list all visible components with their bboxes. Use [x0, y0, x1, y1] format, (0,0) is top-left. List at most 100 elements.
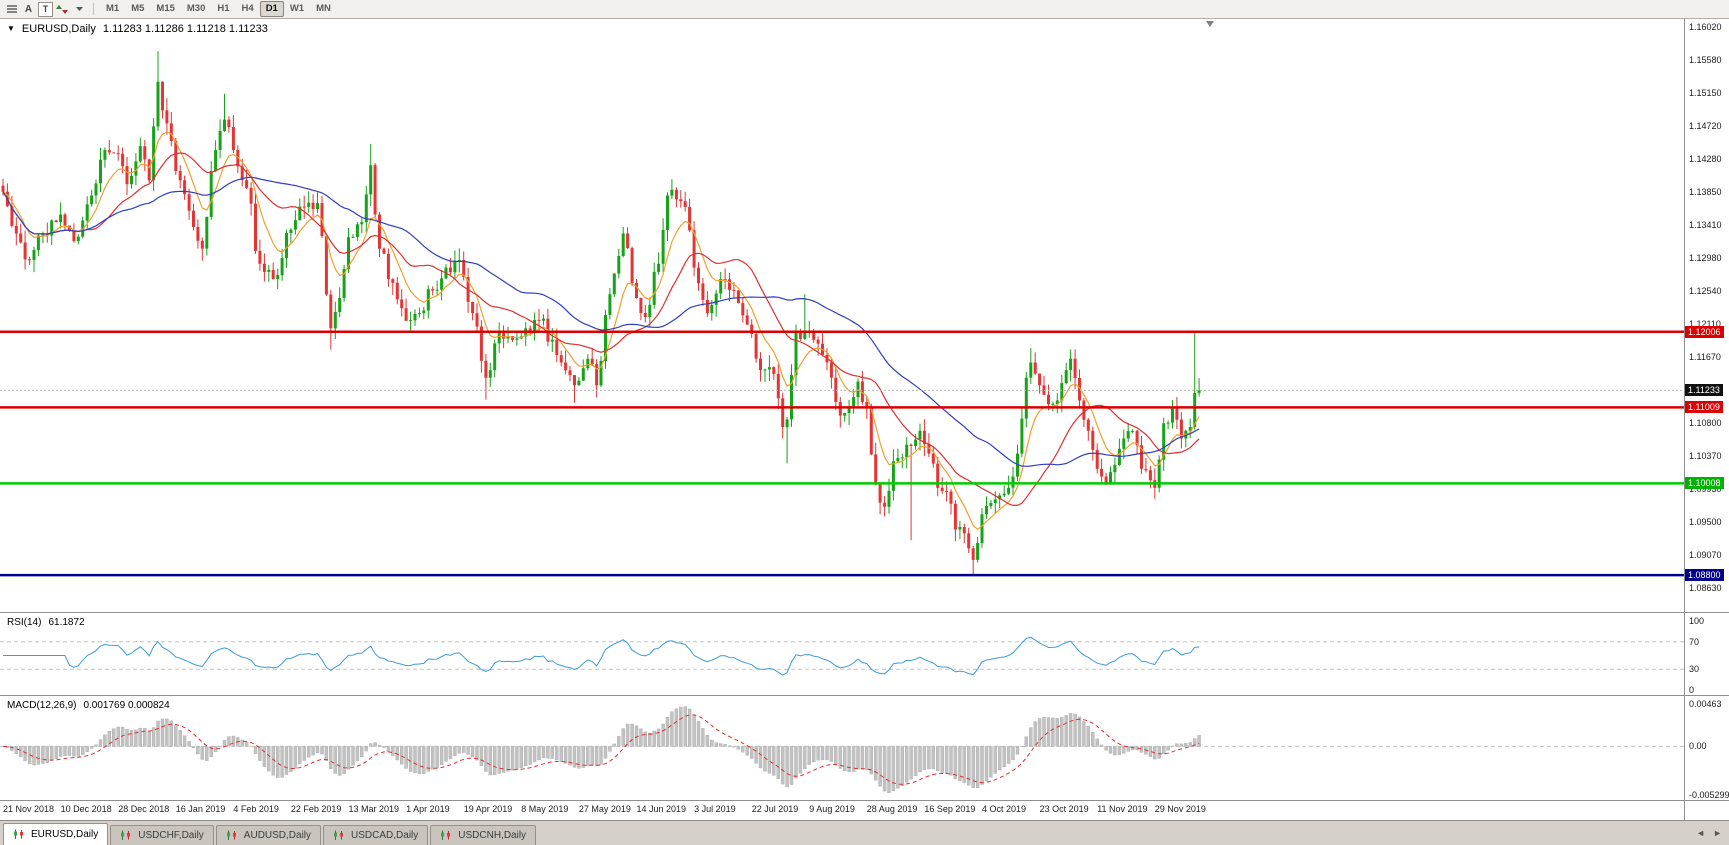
chart-icon — [333, 830, 346, 841]
panel-separator[interactable] — [0, 612, 1729, 613]
timeframe-w1[interactable]: W1 — [284, 1, 310, 17]
chart-icon — [440, 830, 453, 841]
rsi-label: RSI(14) 61.1872 — [7, 617, 85, 628]
price-axis-label: 1.11670 — [1689, 352, 1721, 362]
rsi-axis-label: 0 — [1689, 685, 1694, 695]
date-label: 4 Feb 2019 — [233, 804, 279, 814]
chart-ohlc-values: 1.11283 1.11286 1.11218 1.11233 — [103, 23, 268, 35]
date-label: 11 Nov 2019 — [1097, 804, 1147, 814]
date-label: 13 Mar 2019 — [349, 804, 400, 814]
date-label: 1 Apr 2019 — [406, 804, 450, 814]
price-axis-label: 1.14720 — [1689, 121, 1722, 131]
price-axis[interactable]: 1.16020 1.15580 1.15150 1.14720 1.14280 1.138… — [1684, 18, 1729, 820]
rsi-panel[interactable] — [0, 613, 1684, 695]
symbol-dropdown-icon[interactable]: ▼ — [7, 25, 15, 33]
rsi-axis-label: 30 — [1689, 664, 1699, 674]
date-label: 16 Jan 2019 — [176, 804, 226, 814]
date-label: 29 Nov 2019 — [1155, 804, 1206, 814]
macd-axis-label: 0.00463 — [1689, 699, 1722, 709]
window-list-icon[interactable] — [4, 2, 19, 16]
date-label: 22 Feb 2019 — [291, 804, 342, 814]
date-label: 19 Apr 2019 — [464, 804, 513, 814]
toolbar-separator — [93, 3, 94, 15]
rsi-axis-label: 100 — [1689, 616, 1704, 626]
tab-label: USDCAD,Daily — [351, 830, 418, 841]
date-label: 27 May 2019 — [579, 804, 631, 814]
tab-usdcad[interactable]: USDCAD,Daily — [323, 825, 428, 845]
timeframe-h4[interactable]: H4 — [236, 1, 260, 17]
panel-separator — [0, 800, 1729, 801]
current-price-tag: 1.11233 — [1685, 384, 1723, 396]
chart-icon — [120, 830, 133, 841]
date-label: 3 Jul 2019 — [694, 804, 736, 814]
support-line-tag-110008: 1.10008 — [1685, 477, 1724, 489]
price-axis-label: 1.10800 — [1689, 418, 1722, 428]
timeframe-d1[interactable]: D1 — [260, 1, 284, 17]
date-label: 10 Dec 2018 — [61, 804, 112, 814]
date-label: 23 Oct 2019 — [1040, 804, 1089, 814]
price-axis-label: 1.15580 — [1689, 55, 1722, 65]
price-axis-label: 1.08630 — [1689, 583, 1722, 593]
price-axis-label: 1.09070 — [1689, 550, 1722, 560]
chart-shift-marker-icon — [1206, 21, 1214, 27]
tab-label: AUDUSD,Daily — [244, 830, 311, 841]
tab-eurusd[interactable]: EURUSD,Daily — [3, 823, 108, 845]
resistance-line-tag-112006: 1.12006 — [1685, 326, 1724, 338]
tabs-scroll-left-icon[interactable]: ◄ — [1696, 828, 1705, 838]
price-axis-label: 1.12540 — [1689, 286, 1722, 296]
chart-options-chevron-icon[interactable] — [72, 2, 87, 16]
price-axis-label: 1.15150 — [1689, 88, 1722, 98]
macd-label: MACD(12,26,9) 0.001769 0.000824 — [7, 700, 170, 711]
timeframe-h1[interactable]: H1 — [211, 1, 235, 17]
date-label: 22 Jul 2019 — [752, 804, 799, 814]
timeframe-m5[interactable]: M5 — [125, 1, 150, 17]
text-tool-icon[interactable]: T — [38, 2, 53, 17]
chart-symbol-label: EURUSD,Daily — [22, 23, 96, 35]
macd-panel[interactable] — [0, 696, 1684, 800]
price-axis-label: 1.10370 — [1689, 451, 1722, 461]
tabs-navigation: ◄ ► — [1686, 821, 1729, 845]
timeframe-m1[interactable]: M1 — [100, 1, 125, 17]
date-label: 28 Aug 2019 — [867, 804, 918, 814]
date-label: 14 Jun 2019 — [637, 804, 687, 814]
date-label: 28 Dec 2018 — [118, 804, 169, 814]
macd-name: MACD(12,26,9) — [7, 700, 76, 711]
price-axis-label: 1.12980 — [1689, 253, 1722, 263]
date-label: 8 May 2019 — [521, 804, 568, 814]
tab-usdchf[interactable]: USDCHF,Daily — [110, 825, 214, 845]
support-line-tag-108800: 1.08800 — [1685, 569, 1724, 581]
date-label: 21 Nov 2018 — [3, 804, 54, 814]
rsi-axis-label: 70 — [1689, 637, 1699, 647]
annotation-a-icon[interactable]: A — [21, 2, 36, 16]
macd-axis-label: -0.005299 — [1689, 790, 1729, 800]
timeframe-m30[interactable]: M30 — [181, 1, 211, 17]
scale-arrows-icon[interactable] — [55, 2, 70, 16]
price-axis-label: 1.13850 — [1689, 187, 1722, 197]
panel-separator[interactable] — [0, 695, 1729, 696]
chart-icon — [226, 830, 239, 841]
price-axis-label: 1.13410 — [1689, 220, 1722, 230]
rsi-value: 61.1872 — [48, 617, 84, 628]
tab-audusd[interactable]: AUDUSD,Daily — [216, 825, 321, 845]
tab-label: EURUSD,Daily — [31, 829, 98, 840]
timeframe-m15[interactable]: M15 — [150, 1, 180, 17]
date-axis[interactable]: 21 Nov 2018 10 Dec 2018 28 Dec 2018 16 Jan … — [0, 801, 1684, 820]
date-label: 16 Sep 2019 — [924, 804, 975, 814]
date-label: 9 Aug 2019 — [809, 804, 855, 814]
timeframe-mn[interactable]: MN — [310, 1, 337, 17]
price-chart-panel[interactable] — [0, 18, 1684, 612]
tab-usdcnh[interactable]: USDCNH,Daily — [430, 825, 536, 845]
price-axis-label: 1.14280 — [1689, 154, 1722, 164]
tab-label: USDCHF,Daily — [138, 830, 204, 841]
chart-title: ▼ EURUSD,Daily 1.11283 1.11286 1.11218 1… — [7, 23, 268, 35]
macd-axis-label: 0.00 — [1689, 741, 1707, 751]
resistance-line-tag-111009: 1.11009 — [1685, 401, 1723, 413]
bottom-tabbar: EURUSD,Daily USDCHF,Daily AUDUSD,Daily USDC… — [0, 820, 1729, 845]
price-axis-label: 1.16020 — [1689, 22, 1722, 32]
tabs-scroll-right-icon[interactable]: ► — [1713, 828, 1722, 838]
rsi-name: RSI(14) — [7, 617, 41, 628]
tab-label: USDCNH,Daily — [458, 830, 526, 841]
